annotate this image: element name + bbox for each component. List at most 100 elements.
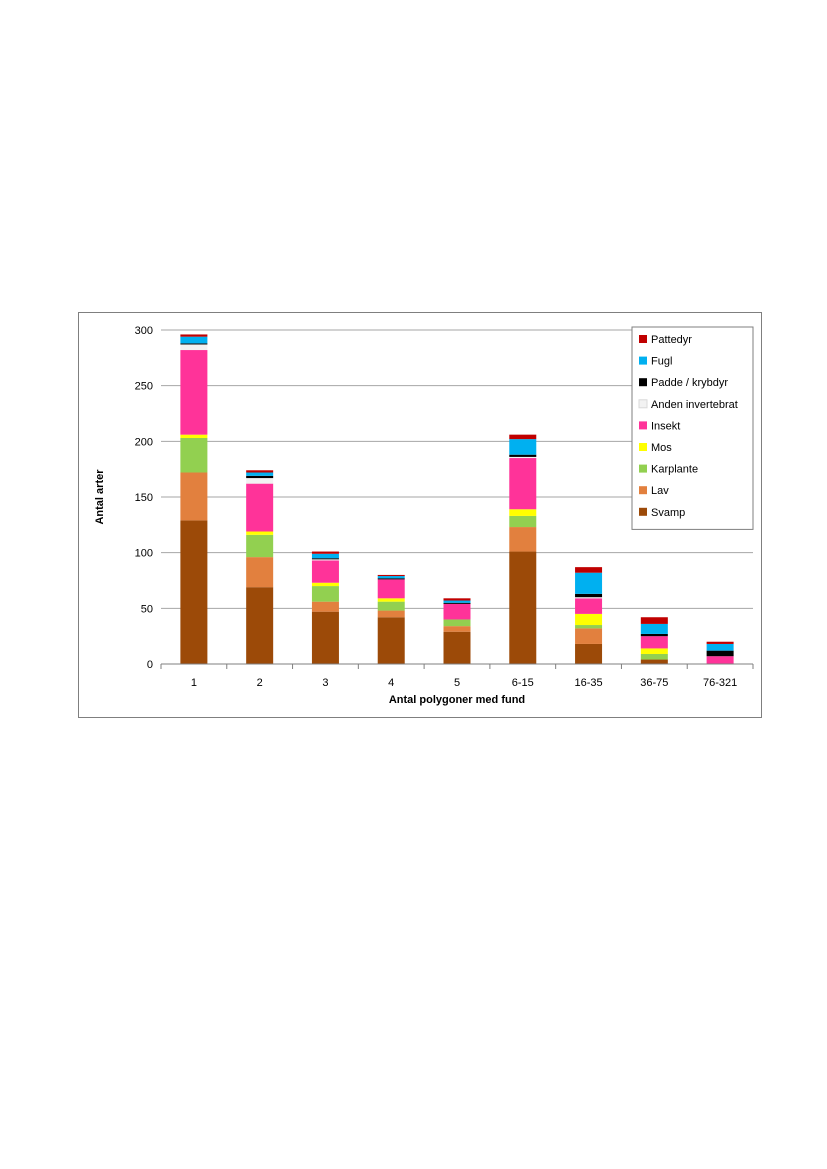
legend-item: Anden invertebrat <box>638 399 738 411</box>
bar-segment <box>509 439 537 455</box>
bar-segment <box>180 344 208 351</box>
bar-segment <box>246 587 274 664</box>
x-tick-label: 76-321 <box>703 677 737 689</box>
bar-segment <box>575 598 603 614</box>
legend-swatch <box>639 356 647 365</box>
legend-label: Insekt <box>651 420 680 432</box>
y-tick-label: 300 <box>135 325 153 337</box>
x-tick-label: 5 <box>454 677 460 689</box>
legend: Pattedyr Fugl Padde / krybdyr Anden inverte… <box>631 326 754 530</box>
legend-item: Lav <box>639 485 669 497</box>
bar-segment <box>246 470 274 473</box>
bar-segment <box>706 656 734 664</box>
legend-label: Mos <box>651 442 672 454</box>
bar-segment <box>509 509 537 516</box>
bar-segment <box>575 572 603 594</box>
bar-segment <box>509 527 537 552</box>
bar-stack <box>443 598 471 664</box>
legend-swatch <box>638 399 648 409</box>
bar-segment <box>246 534 274 558</box>
bar-segment <box>575 613 603 626</box>
bar-segment <box>180 334 208 337</box>
bar-segment <box>640 623 668 634</box>
legend-label: Fugl <box>651 356 672 368</box>
bar-segment <box>180 336 208 344</box>
bar-stack <box>246 470 274 664</box>
bar-segment <box>640 617 668 624</box>
bar-segment <box>246 483 274 532</box>
bar-segment <box>377 601 405 611</box>
bar-segment <box>509 456 537 459</box>
legend-item: Karplante <box>639 464 698 476</box>
chart-frame: 0 50 100 150 200 250 300 1 2 3 4 5 6-15 16-35 36-75 76-… <box>78 312 762 718</box>
legend-swatch <box>639 443 647 451</box>
bar-segment <box>180 434 208 438</box>
bar-segment <box>377 578 405 580</box>
legend-item: Insekt <box>639 420 680 432</box>
bar-segment <box>706 641 734 644</box>
bar-stack <box>575 567 603 664</box>
bar-stack <box>640 617 668 664</box>
bar-segment <box>575 625 603 629</box>
bar-segment <box>640 633 668 637</box>
bar-segment <box>640 653 668 660</box>
legend-item: Padde / krybdyr <box>639 377 728 389</box>
y-tick-label: 250 <box>135 381 153 393</box>
bar-segment <box>509 515 537 528</box>
y-tick-label: 0 <box>147 659 153 671</box>
bar-segment <box>311 559 339 561</box>
x-tick-label: 2 <box>257 677 263 689</box>
legend-swatch <box>639 378 647 387</box>
axes: 0 50 100 150 200 250 300 1 2 3 4 5 6-15 16-35 36-75 76-… <box>135 325 754 689</box>
bar-segment <box>443 602 471 604</box>
bar-segment <box>311 560 339 583</box>
bar-segment <box>509 434 537 440</box>
bar-stack <box>706 641 734 664</box>
bar-segment <box>443 603 471 620</box>
legend-label: Karplante <box>651 464 698 476</box>
bar-segment <box>509 551 537 664</box>
bar-segment <box>575 567 603 573</box>
bar-stack <box>311 551 339 664</box>
bar-segment <box>706 650 734 657</box>
x-tick-label: 36-75 <box>640 677 668 689</box>
x-tick-label: 4 <box>388 677 394 689</box>
bar-stack <box>509 434 537 664</box>
bar-segment <box>311 611 339 664</box>
bar-segment <box>180 350 208 435</box>
x-tick-label: 6-15 <box>512 677 534 689</box>
legend-label: Svamp <box>651 507 685 519</box>
y-tick-label: 150 <box>135 492 153 504</box>
legend-swatch <box>639 335 647 343</box>
bar-segment <box>443 600 471 603</box>
y-tick-label: 200 <box>135 436 153 448</box>
x-axis-title: Antal polygoner med fund <box>389 694 525 706</box>
bar-segment <box>311 553 339 559</box>
bar-segment <box>575 593 603 598</box>
legend-box <box>631 326 754 530</box>
legend-swatch <box>639 486 647 495</box>
bar-segment <box>246 557 274 588</box>
bar-segment <box>377 576 405 579</box>
bar-segment <box>377 574 405 577</box>
bar-segment <box>443 598 471 601</box>
bar-segment <box>180 437 208 473</box>
y-tick-label: 100 <box>135 548 153 560</box>
legend-label: Lav <box>651 485 669 497</box>
y-tick-label: 50 <box>141 603 153 615</box>
legend-label: Pattedyr <box>651 334 692 346</box>
bar-segment <box>575 597 603 599</box>
bar-segment <box>575 643 603 664</box>
bar-segment <box>246 531 274 535</box>
bar-segment <box>443 626 471 632</box>
legend-label: Anden invertebrat <box>651 399 738 411</box>
bar-segment <box>180 343 208 345</box>
bar-segment <box>377 598 405 602</box>
bar-segment <box>311 586 339 602</box>
bar-segment <box>640 659 668 664</box>
bar-segment <box>509 454 537 457</box>
bar-segment <box>509 458 537 510</box>
legend-swatch <box>639 464 647 473</box>
legend-item: Mos <box>639 442 672 454</box>
bar-segment <box>180 472 208 521</box>
